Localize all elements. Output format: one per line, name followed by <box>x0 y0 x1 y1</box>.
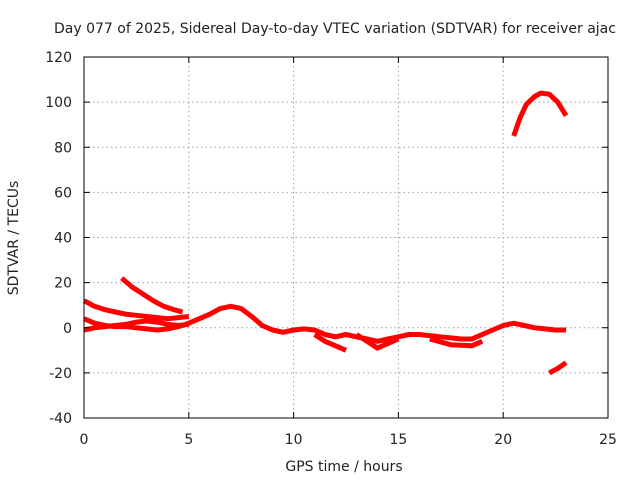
y-tick-label: 100 <box>45 95 72 111</box>
chart-title: Day 077 of 2025, Sidereal Day-to-day VTE… <box>54 21 616 37</box>
y-tick-label: 40 <box>54 231 72 247</box>
series-arc-6 <box>355 332 400 351</box>
x-tick-label: 20 <box>494 432 512 448</box>
data-series <box>82 90 569 376</box>
y-tick-label: 80 <box>54 140 72 156</box>
y-tick-label: 0 <box>63 321 72 337</box>
axis-ticks <box>83 56 609 419</box>
y-tick-label: -40 <box>49 411 72 427</box>
x-tick-label: 0 <box>80 432 89 448</box>
series-arc-9 <box>548 360 568 376</box>
y-tick-label: 60 <box>54 185 72 201</box>
series-arc-5 <box>313 332 347 353</box>
y-axis-label: SDTVAR / TECUs <box>6 181 22 296</box>
x-axis-label: GPS time / hours <box>285 459 402 475</box>
y-tick-label: -20 <box>49 366 72 382</box>
x-tick-label: 10 <box>285 432 303 448</box>
grid-lines <box>84 57 608 418</box>
y-tick-label: 120 <box>45 50 72 66</box>
series-arc-3 <box>83 318 190 333</box>
x-tick-label: 5 <box>184 432 193 448</box>
x-tick-label: 15 <box>389 432 407 448</box>
series-arc-2 <box>83 303 567 344</box>
y-tick-label: 20 <box>54 276 72 292</box>
series-arc-7 <box>429 336 484 349</box>
series-arc-8 <box>511 90 569 137</box>
series-arc-1 <box>82 298 190 322</box>
x-tick-label: 25 <box>599 432 617 448</box>
tick-labels: 0 5 10 15 20 25 -40 -20 0 20 40 60 80 100 120 <box>45 50 617 448</box>
series-arc-4 <box>120 276 184 315</box>
